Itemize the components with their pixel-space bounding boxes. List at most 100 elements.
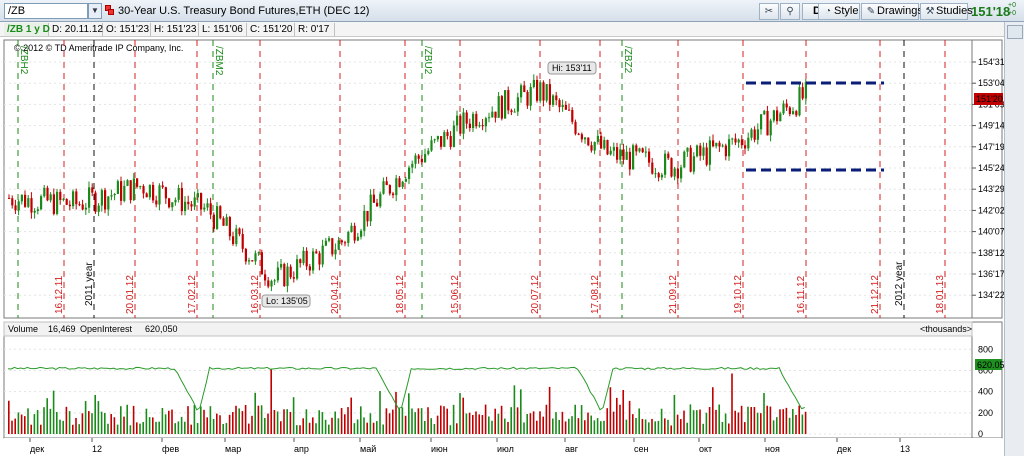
volume-axis-label: 400 [978,387,993,397]
candle-body [593,142,596,151]
candle-body [17,201,20,211]
candle-body [478,125,481,127]
volume-bar [788,417,791,434]
candle-body [779,113,782,122]
candle-body [344,242,347,244]
candle-body [302,250,305,264]
volume-bar [113,417,116,434]
volume-bar [577,418,580,434]
svg-text:151'20: 151'20 [976,94,1003,104]
info-open: O: 151'23 [103,23,151,36]
volume-bar [756,412,759,434]
candle-body [222,218,225,226]
studies-button[interactable]: ⚒ Studies [920,3,973,20]
candle-body [641,148,644,153]
volume-bar [296,425,298,434]
candle-body [219,206,222,219]
price-axis-label: 143'29 [978,184,1004,194]
volume-bar [804,411,807,434]
candle-body [148,184,151,198]
candle-body [443,132,446,147]
volume-bar [222,424,224,434]
candle-body [753,129,756,140]
drawings-button[interactable]: ✎ Drawings [861,3,923,20]
volume-bar [196,423,199,434]
price-axis-label: 140'07 [978,227,1004,237]
volume-bar [507,421,509,434]
candle-body [366,210,369,222]
candle-body [116,181,119,194]
volume-bar [302,418,304,434]
volume-bar [180,416,183,434]
info-low: L: 151'06 [199,23,247,36]
candle-body [340,240,343,243]
candle-body [376,202,379,207]
volume-bar [798,405,800,434]
volume-bar [20,414,23,434]
volume-bar [782,409,784,434]
volume-bar [744,422,746,434]
candle-body [683,151,686,168]
volume-bar [676,414,679,434]
time-axis-label: дек [30,444,44,454]
link-icon[interactable]: ⚲ [780,3,800,20]
volume-bar [17,412,20,434]
volume-bar [712,387,714,434]
candle-body [564,104,567,110]
candle-body [388,185,391,194]
volume-bar [401,407,404,434]
candle-body [232,236,235,244]
volume-bar [510,407,512,434]
volume-bar [289,411,292,434]
candle-body [94,192,97,212]
volume-bar [424,420,426,434]
candle-body [315,251,318,254]
candle-body [740,139,743,146]
candle-body [644,151,647,153]
candle-body [708,140,711,165]
volume-bar [686,422,688,434]
symbol-input[interactable] [4,3,88,19]
volume-label: Volume [8,324,38,334]
time-axis-label: авг [565,444,579,454]
volume-bar [232,412,234,434]
candle-body [190,204,193,207]
candle-body [628,151,631,170]
volume-bar [62,420,64,434]
event-date-label: 19.10.12 [733,275,744,314]
volume-bar [283,409,285,434]
candle-body [11,198,14,206]
volume-bar [456,423,458,434]
volume-bar [664,418,666,434]
volume-bar [187,406,189,434]
scissors-icon[interactable]: ✂ [759,3,779,20]
volume-bar [27,408,29,434]
candle-body [526,92,529,106]
candle-body [260,252,263,275]
chart-title[interactable]: /ZB 1 y D [4,23,50,36]
candle-body [292,277,295,279]
candle-body [654,173,657,175]
candle-body [657,173,660,178]
symbol-dropdown-button[interactable]: ▼ [88,3,102,19]
candle-body [539,82,542,101]
candle-body [72,191,75,207]
candle-body [776,110,779,122]
candle-body [414,155,417,164]
volume-bar [430,418,432,434]
volume-bar [792,408,794,434]
candle-body [411,163,414,168]
volume-bar [715,409,717,434]
candle-body [164,187,167,199]
time-axis-label: июн [431,444,448,454]
time-axis-label: 13 [900,444,910,454]
svg-text:620.05: 620.05 [977,360,1004,370]
symbol-link-icon[interactable] [105,5,115,16]
sidebar-expand-icon[interactable] [1007,25,1023,39]
candle-body [606,140,609,155]
volume-bar [590,415,592,434]
expiration-label: /ZBZ2 [622,46,633,74]
volume-bar [392,409,394,434]
style-button[interactable]: ◔ Style [818,3,860,20]
